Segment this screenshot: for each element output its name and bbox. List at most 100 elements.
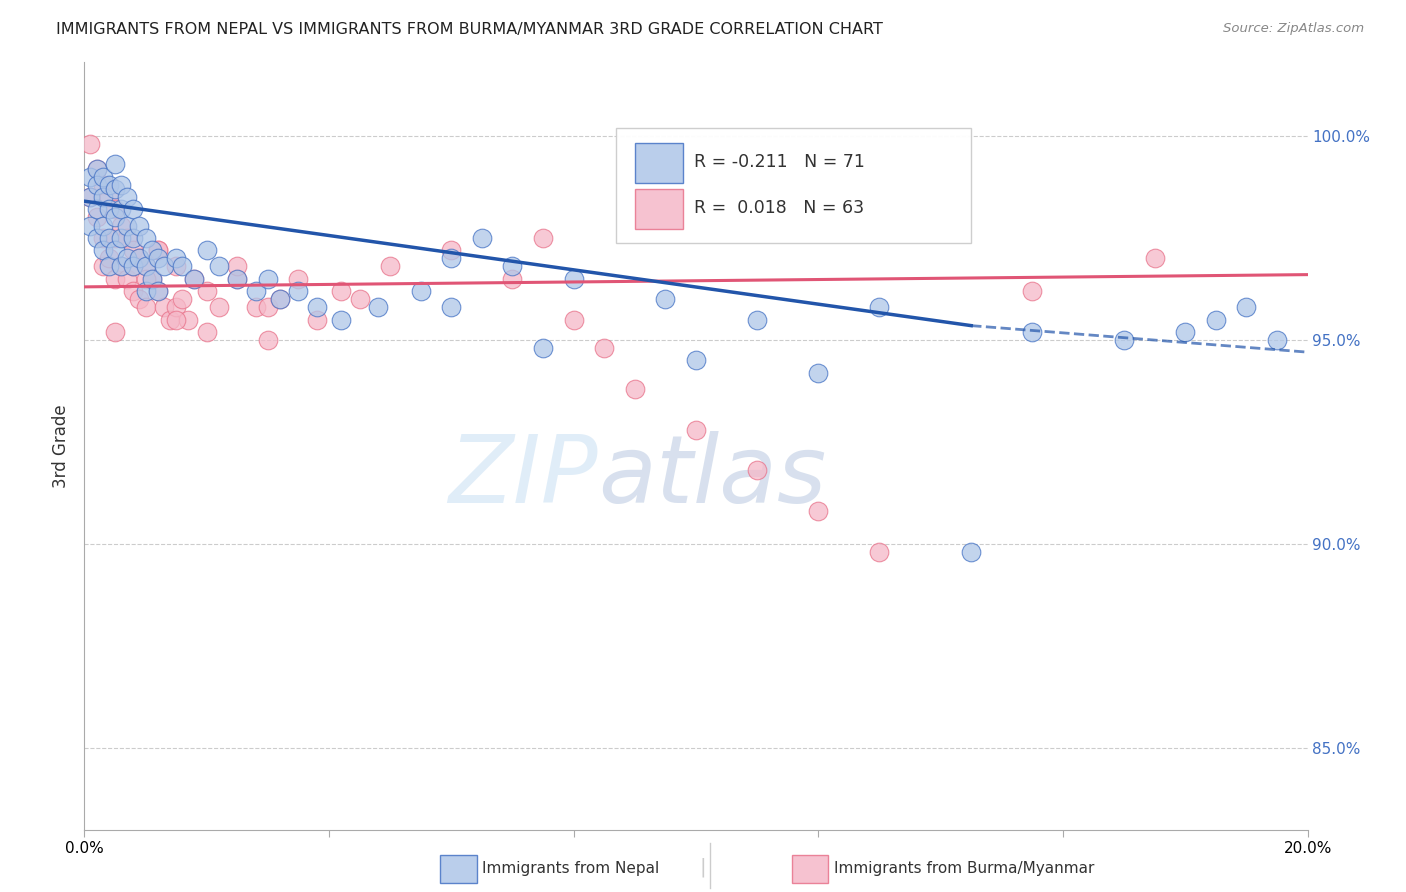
Point (165, 252, 187, 266)
Point (91, 190, 114, 204)
Point (122, 202, 145, 217)
Point (97, 252, 120, 266)
Point (146, 284, 169, 298)
Point (471, 231, 494, 245)
Point (146, 243, 169, 257)
Point (502, 260, 524, 274)
Point (1205, 312, 1227, 326)
Point (531, 341, 554, 355)
Point (115, 271, 138, 285)
Point (97, 202, 120, 217)
Y-axis label: 3rd Grade: 3rd Grade (52, 404, 70, 488)
Point (79, 219, 101, 233)
Point (685, 423, 707, 437)
Point (257, 300, 280, 314)
Point (122, 260, 145, 274)
Point (654, 292, 676, 306)
Point (269, 292, 291, 306)
FancyBboxPatch shape (616, 128, 972, 243)
Point (146, 243, 169, 257)
Point (122, 231, 145, 245)
Point (115, 252, 138, 266)
Point (104, 271, 127, 285)
Point (146, 252, 169, 266)
Point (502, 271, 524, 285)
Point (91, 260, 114, 274)
Point (91, 178, 114, 192)
Text: Immigrants from Nepal: Immigrants from Nepal (482, 862, 659, 876)
Point (86, 161, 108, 176)
Point (128, 252, 150, 266)
Point (226, 271, 249, 285)
Point (409, 284, 432, 298)
Text: atlas: atlas (598, 431, 827, 522)
Point (128, 252, 150, 266)
Point (110, 219, 132, 233)
FancyBboxPatch shape (636, 189, 682, 229)
FancyBboxPatch shape (636, 143, 682, 183)
Point (172, 292, 194, 306)
Point (79, 190, 101, 204)
Point (110, 260, 132, 274)
Point (1143, 252, 1166, 266)
Point (115, 219, 138, 233)
Point (104, 211, 127, 225)
Point (380, 260, 402, 274)
Point (146, 284, 169, 298)
Point (165, 312, 187, 326)
Text: IMMIGRANTS FROM NEPAL VS IMMIGRANTS FROM BURMA/MYANMAR 3RD GRADE CORRELATION CHA: IMMIGRANTS FROM NEPAL VS IMMIGRANTS FROM… (56, 22, 883, 37)
Point (208, 260, 231, 274)
Point (104, 157, 127, 171)
Point (91, 231, 114, 245)
Point (226, 271, 249, 285)
Point (349, 292, 371, 306)
Point (141, 271, 163, 285)
Point (869, 300, 891, 314)
Point (1021, 284, 1043, 298)
Point (135, 260, 157, 274)
Point (97, 178, 120, 192)
Point (135, 260, 157, 274)
Point (86, 178, 108, 192)
Point (1114, 333, 1136, 347)
Point (110, 231, 132, 245)
Point (747, 312, 769, 326)
Point (159, 312, 181, 326)
Point (97, 231, 120, 245)
Text: R =  0.018   N = 63: R = 0.018 N = 63 (693, 199, 863, 217)
Point (122, 243, 145, 257)
Point (104, 325, 127, 339)
Point (177, 312, 200, 326)
Point (86, 202, 108, 217)
Point (135, 271, 157, 285)
Point (531, 231, 554, 245)
Point (110, 260, 132, 274)
Point (135, 284, 157, 298)
Point (440, 300, 463, 314)
Text: R = -0.211   N = 71: R = -0.211 N = 71 (693, 153, 865, 171)
Point (110, 178, 132, 192)
Point (869, 545, 891, 559)
Point (960, 545, 983, 559)
Point (195, 325, 218, 339)
Point (1174, 325, 1197, 339)
Point (122, 284, 145, 298)
Point (269, 292, 291, 306)
Point (807, 366, 830, 380)
Point (245, 284, 267, 298)
Point (153, 300, 176, 314)
Point (153, 260, 176, 274)
Point (257, 333, 280, 347)
Point (1236, 300, 1258, 314)
Point (91, 219, 114, 233)
Point (330, 284, 353, 298)
Point (128, 219, 150, 233)
Point (183, 271, 205, 285)
Point (562, 271, 585, 285)
Point (257, 271, 280, 285)
Point (172, 260, 194, 274)
Point (141, 243, 163, 257)
Point (141, 271, 163, 285)
Point (1265, 333, 1288, 347)
Point (79, 169, 101, 184)
